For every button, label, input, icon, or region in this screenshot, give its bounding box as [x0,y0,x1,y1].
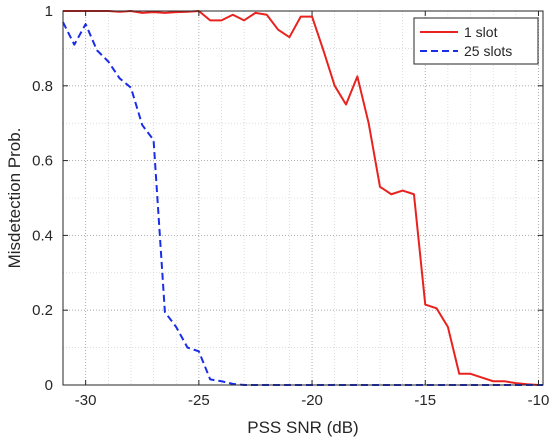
ticks [63,10,543,386]
legend: 1 slot 25 slots [413,17,539,65]
x-tick-label: -20 [301,392,323,409]
legend-label-1-slot: 1 slot [464,24,498,40]
y-tick-label: 0 [45,377,53,394]
plot-frame [62,10,544,386]
x-tick-label: -25 [188,392,210,409]
x-axis-label: PSS SNR (dB) [247,418,358,437]
y-tick-label: 0.8 [32,78,53,95]
y-tick-label: 1 [45,3,53,20]
y-axis-label: Misdetection Prob. [5,128,24,269]
x-tick-label: -30 [75,392,97,409]
legend-label-25-slots: 25 slots [464,43,512,59]
x-tick-label: -10 [528,392,550,409]
y-tick-label: 0.2 [32,302,53,319]
y-tick-label: 0.4 [32,227,53,244]
x-tick-label: -15 [414,392,436,409]
tick-labels: -30 -25 -20 -15 -10 0 0.2 0.4 0.6 0.8 1 [32,3,549,409]
legend-box [413,17,539,65]
series-line-1-slot [63,10,543,386]
y-tick-label: 0.6 [32,153,53,170]
